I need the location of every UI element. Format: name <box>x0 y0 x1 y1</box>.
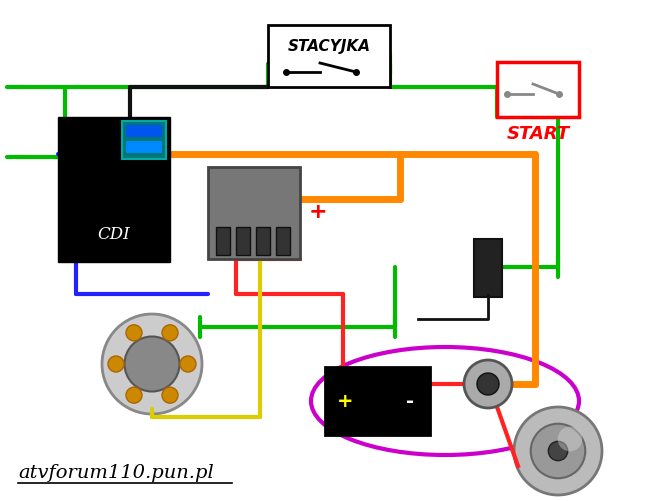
Text: CDI: CDI <box>97 226 130 243</box>
Bar <box>256 227 270 256</box>
Circle shape <box>162 387 178 403</box>
Bar <box>268 26 390 88</box>
Circle shape <box>126 325 142 341</box>
Bar <box>122 122 166 160</box>
Bar <box>325 367 430 435</box>
Circle shape <box>464 360 512 408</box>
Circle shape <box>108 356 124 372</box>
Bar <box>276 227 290 256</box>
Bar <box>497 63 579 118</box>
Text: atvforum110.pun.pl: atvforum110.pun.pl <box>18 463 214 481</box>
Text: +: + <box>309 201 327 221</box>
Bar <box>216 227 230 256</box>
Circle shape <box>124 337 179 392</box>
Circle shape <box>180 356 196 372</box>
Circle shape <box>477 373 499 395</box>
Circle shape <box>162 325 178 341</box>
Bar <box>126 126 162 138</box>
Text: START: START <box>506 125 570 143</box>
Bar <box>58 118 170 263</box>
Text: +: + <box>337 392 353 411</box>
Bar <box>236 227 250 256</box>
Text: STACYJKA: STACYJKA <box>288 39 371 54</box>
Circle shape <box>102 314 202 414</box>
Circle shape <box>530 424 585 478</box>
Circle shape <box>558 427 582 451</box>
Circle shape <box>126 387 142 403</box>
Circle shape <box>548 441 568 461</box>
Bar <box>126 142 162 154</box>
Bar <box>474 239 502 298</box>
Text: -: - <box>406 392 414 411</box>
Bar <box>208 168 300 260</box>
Circle shape <box>514 407 602 495</box>
